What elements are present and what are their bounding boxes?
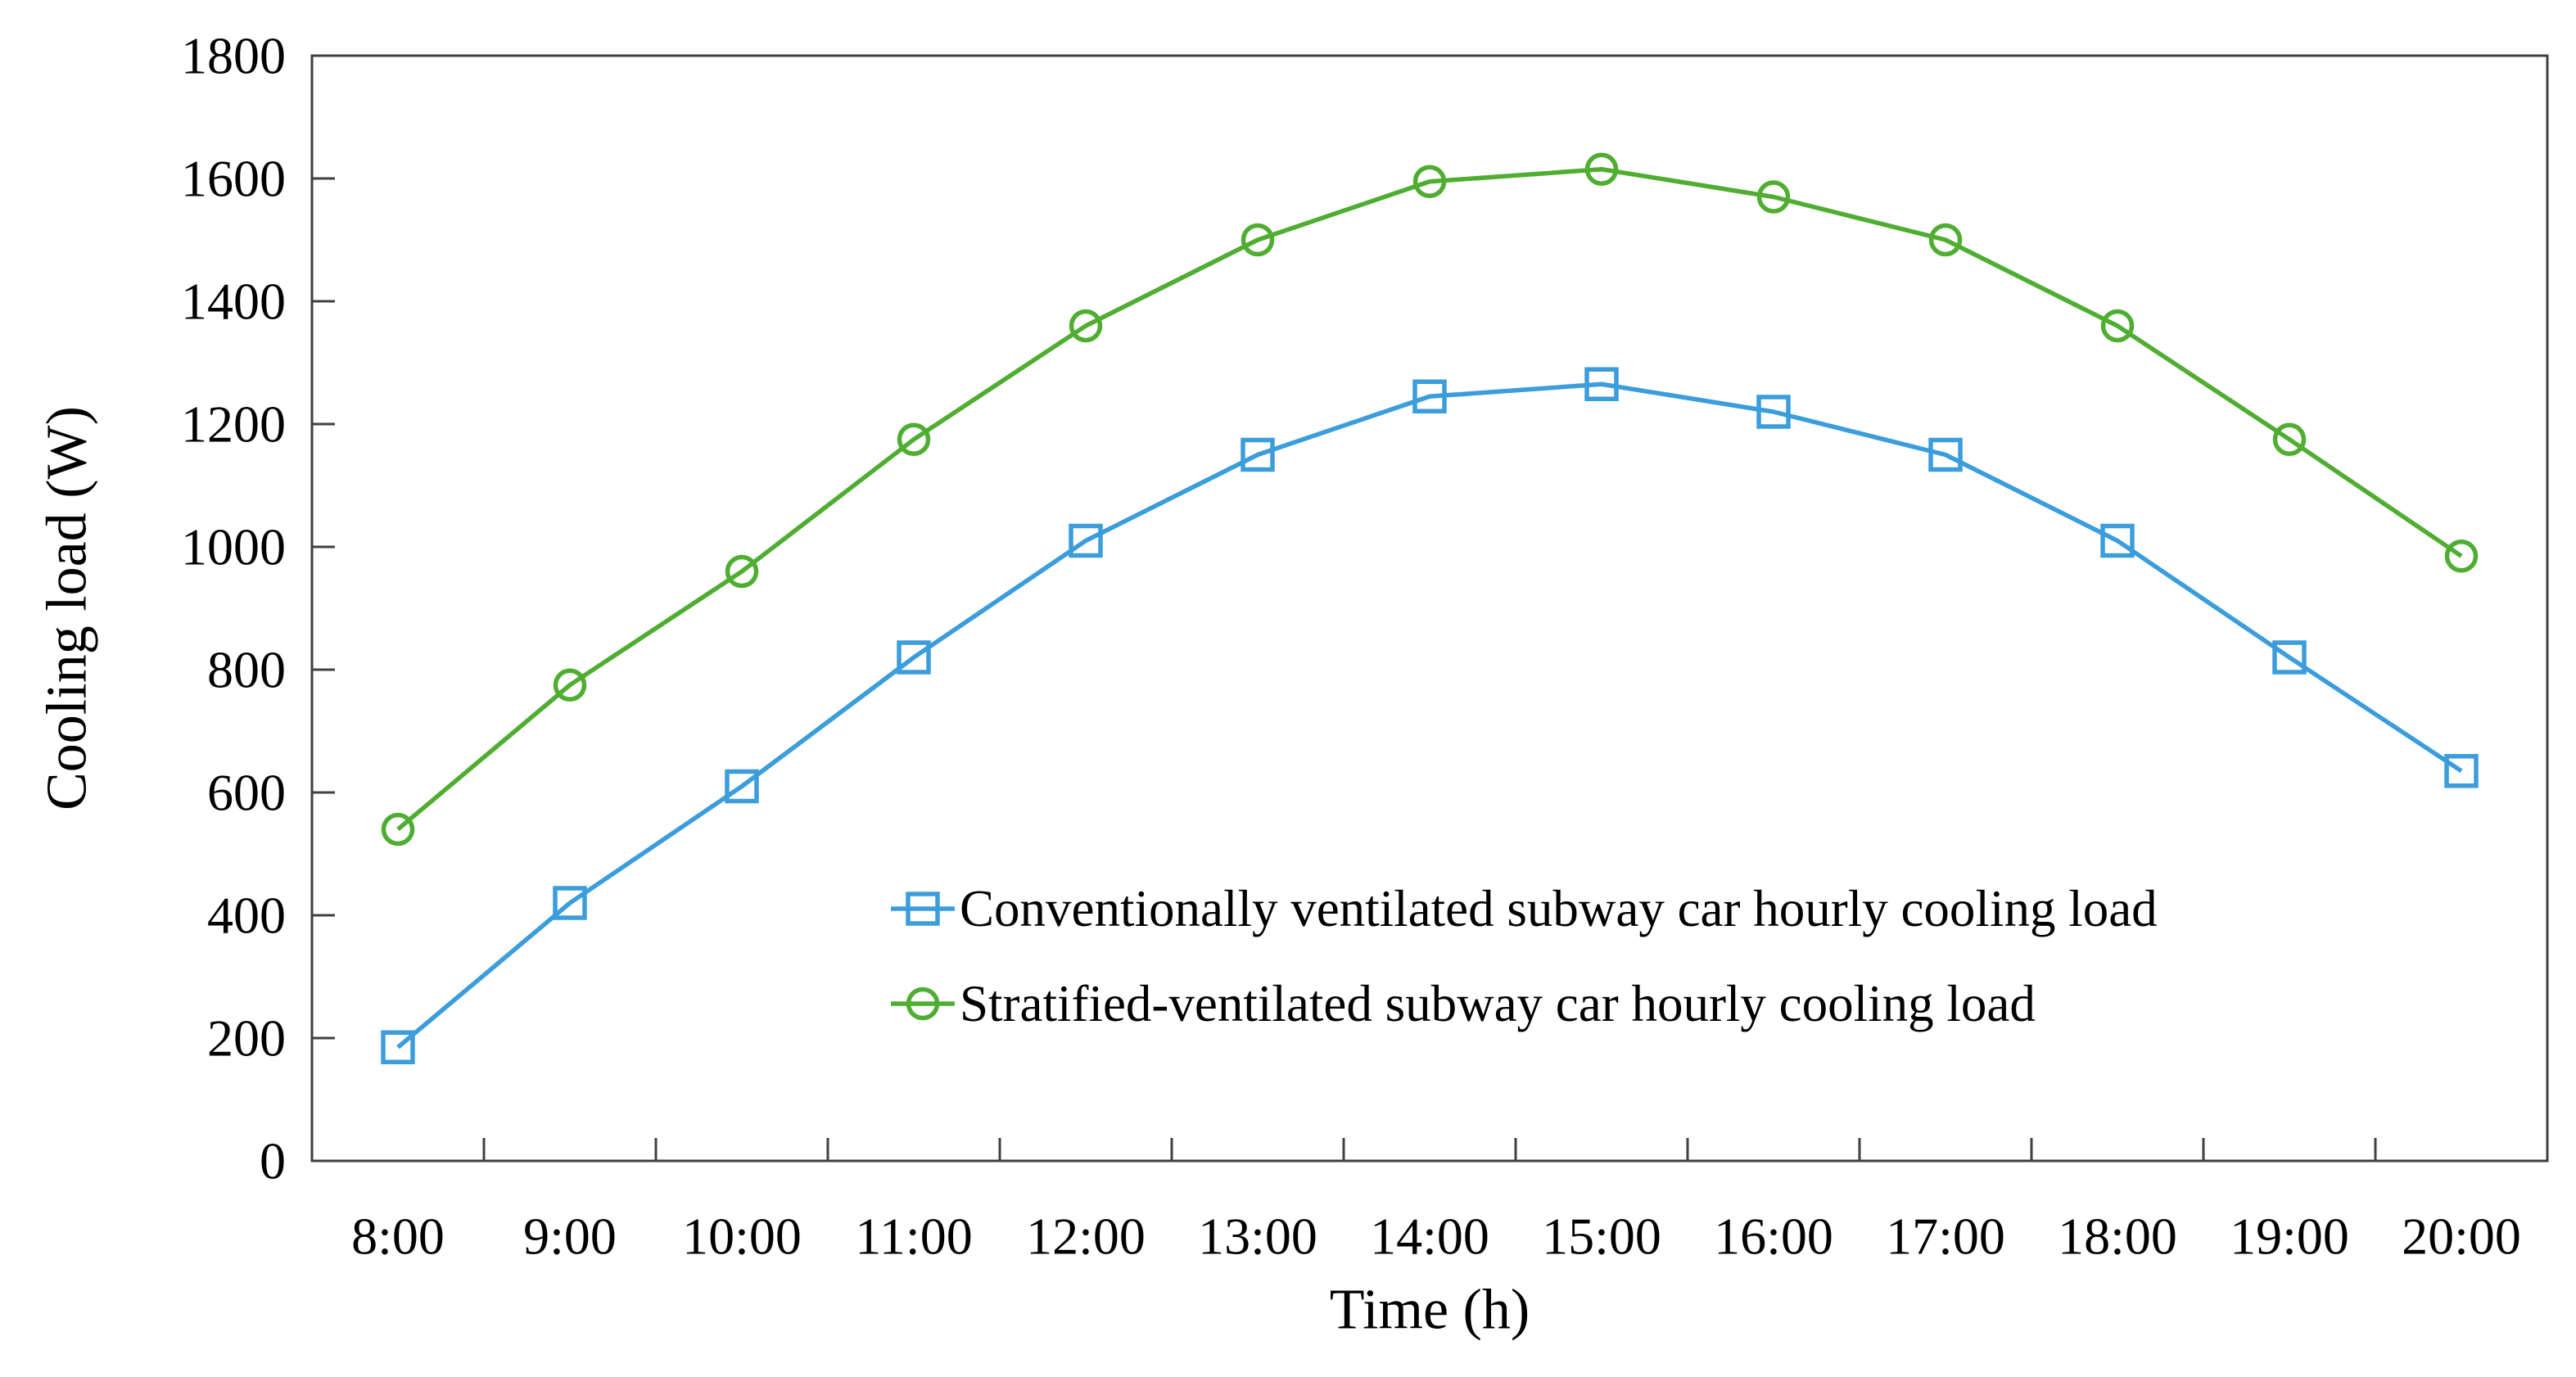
data-point-marker-circle [2444, 540, 2479, 573]
data-point-marker-square [897, 640, 931, 675]
x-tick-label: 20:00 [2402, 1208, 2521, 1266]
data-point-marker-circle [1928, 223, 1963, 257]
data-point-marker-square [1584, 367, 1619, 401]
data-point-marker-circle [1756, 180, 1791, 214]
data-point-marker-square [553, 886, 587, 920]
data-point-marker-circle [2100, 309, 2135, 343]
x-tick-label: 16:00 [1714, 1208, 1833, 1266]
data-point-marker-square [2444, 754, 2479, 788]
data-point-marker-circle [553, 668, 587, 702]
x-tick-label: 9:00 [523, 1208, 617, 1266]
x-tick-label: 8:00 [351, 1208, 445, 1266]
data-point-marker-circle [725, 554, 759, 589]
plot-frame [310, 54, 2549, 1163]
data-point-marker-circle [1584, 152, 1619, 186]
y-tick-label: 200 [207, 1009, 286, 1068]
y-tick-label: 600 [207, 764, 286, 822]
y-tick-label: 400 [207, 887, 286, 945]
data-point-marker-square [1069, 523, 1103, 558]
data-point-marker-square [1412, 379, 1447, 413]
series-line-conventional [396, 381, 2463, 1050]
y-tick-label: 1600 [181, 150, 286, 208]
x-tick-label: 11:00 [855, 1208, 972, 1266]
y-tick-label: 1400 [181, 273, 286, 331]
x-tick-label: 17:00 [1886, 1208, 2005, 1266]
data-point-marker-circle [381, 812, 415, 847]
x-tick-label: 15:00 [1542, 1208, 1661, 1266]
y-tick-label: 1200 [181, 395, 286, 454]
data-point-marker-square [2100, 523, 2135, 558]
series-line-stratified [396, 167, 2463, 832]
data-point-marker-circle [1069, 309, 1103, 343]
x-tick-label: 14:00 [1370, 1208, 1489, 1266]
y-tick-label: 0 [260, 1132, 286, 1190]
legend-marker-circle [906, 986, 940, 1021]
y-tick-label: 1000 [181, 518, 286, 576]
data-point-marker-square [381, 1030, 415, 1064]
x-axis-title: Time (h) [1330, 1279, 1530, 1342]
data-point-marker-square [1241, 437, 1275, 472]
y-axis-title: Cooling load (W) [36, 406, 99, 810]
data-point-marker-circle [1241, 223, 1275, 257]
y-tick-label: 1800 [181, 27, 286, 85]
y-tick-label: 800 [207, 641, 286, 699]
x-tick-label: 12:00 [1026, 1208, 1146, 1266]
data-point-marker-circle [2272, 422, 2307, 456]
data-point-marker-square [1928, 437, 1963, 472]
legend-marker-square [906, 892, 940, 926]
data-point-marker-square [725, 769, 759, 804]
legend-label: Stratified-ventilated subway car hourly … [960, 975, 2036, 1032]
legend-label: Conventionally ventilated subway car hou… [960, 880, 2158, 937]
x-tick-label: 19:00 [2230, 1208, 2349, 1266]
x-tick-label: 10:00 [682, 1208, 802, 1266]
data-point-marker-circle [1412, 165, 1447, 198]
data-point-marker-circle [897, 422, 931, 456]
x-tick-label: 18:00 [2058, 1208, 2177, 1266]
data-point-marker-square [2272, 640, 2307, 675]
x-tick-label: 13:00 [1198, 1208, 1317, 1266]
data-point-marker-square [1756, 395, 1791, 429]
